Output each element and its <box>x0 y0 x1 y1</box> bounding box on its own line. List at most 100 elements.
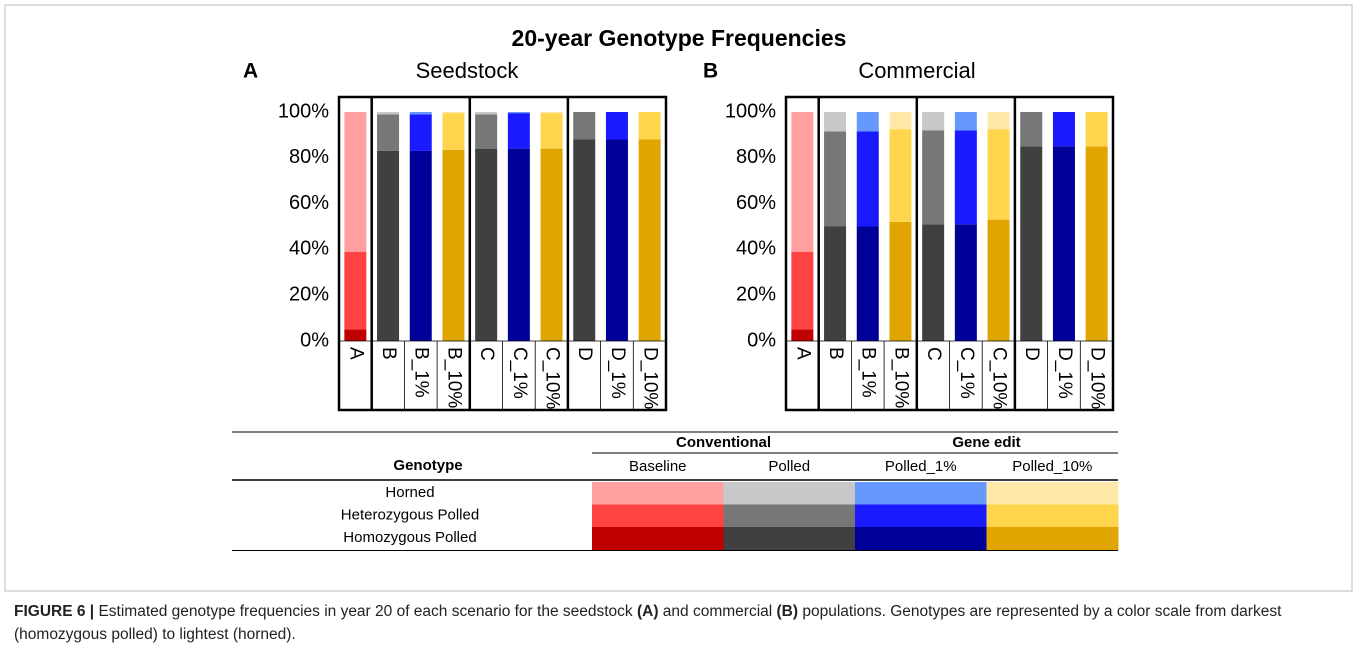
bar-segment <box>856 226 879 341</box>
color-swatch <box>592 504 724 528</box>
table-column-header: Polled <box>768 458 810 475</box>
bar-segment <box>442 149 465 341</box>
bar-segment <box>377 150 400 341</box>
chart-title: Seedstock <box>416 58 520 83</box>
bar-segment <box>638 112 661 140</box>
x-tick-label: A <box>345 347 366 360</box>
panel-letter: B <box>703 60 718 83</box>
x-tick-label: D_10% <box>1087 347 1108 409</box>
color-swatch <box>592 482 724 505</box>
x-tick-label: C_10% <box>542 347 563 409</box>
color-swatch <box>986 482 1119 505</box>
bar-segment <box>540 148 563 341</box>
x-tick-label: B <box>825 347 846 360</box>
bar-segment <box>922 112 945 131</box>
color-swatch <box>723 482 856 505</box>
color-swatch <box>855 482 987 505</box>
bar-segment <box>540 112 563 114</box>
bar-segment <box>954 224 977 341</box>
caption: FIGURE 6 | Estimated genotype frequencie… <box>14 600 1344 646</box>
bar-segment <box>987 112 1010 130</box>
bar-segment <box>1085 112 1108 147</box>
bar-segment <box>987 219 1010 341</box>
y-tick-label: 20% <box>289 283 329 305</box>
table-row-label: Horned <box>385 484 434 501</box>
y-tick-label: 100% <box>725 100 776 122</box>
y-tick-label: 40% <box>736 238 776 260</box>
bar-segment <box>889 129 912 222</box>
color-swatch <box>723 527 856 550</box>
bar-segment <box>791 251 814 330</box>
bar-segment <box>377 112 400 115</box>
color-swatch <box>855 527 987 550</box>
bar-segment <box>507 113 530 149</box>
y-tick-label: 0% <box>300 329 329 351</box>
y-tick-label: 80% <box>289 146 329 168</box>
y-tick-label: 60% <box>736 192 776 214</box>
caption-text: (B) <box>776 603 799 620</box>
bar-segment <box>475 112 498 115</box>
bar-segment <box>442 112 465 114</box>
panel-letter: A <box>243 60 258 83</box>
figure-title: 20-year Genotype Frequencies <box>512 25 847 51</box>
table-group-header: Conventional <box>676 434 771 451</box>
table-row-label: Homozygous Polled <box>343 529 476 546</box>
plot-frame <box>784 95 1115 412</box>
x-tick-label: B_1% <box>411 347 432 398</box>
bar-segment <box>889 221 912 341</box>
table-column-header: Polled_10% <box>1012 458 1092 475</box>
x-tick-label: D_1% <box>607 347 628 399</box>
caption-text: FIGURE 6 | <box>14 603 95 620</box>
figure-frame <box>4 4 1353 592</box>
color-swatch <box>986 527 1119 550</box>
bar-segment <box>1085 146 1108 341</box>
table-row-header: Genotype <box>393 457 462 474</box>
chart-title: Commercial <box>858 58 975 83</box>
caption-text: populations. Genotypes are represented b… <box>14 603 1282 643</box>
x-tick-label: C_1% <box>509 347 530 399</box>
bar-segment <box>605 112 628 140</box>
bar-segment <box>954 112 977 131</box>
bar-segment <box>922 224 945 341</box>
x-tick-label: A <box>792 347 813 360</box>
table-column-header: Polled_1% <box>885 458 957 475</box>
bar-segment <box>824 112 847 132</box>
bar-segment <box>856 112 879 132</box>
bar-segment <box>507 148 530 341</box>
y-tick-label: 0% <box>747 329 776 351</box>
bar-segment <box>442 113 465 150</box>
x-tick-label: B <box>378 347 399 360</box>
x-tick-label: D <box>574 347 595 361</box>
bar-segment <box>987 129 1010 220</box>
bar-segment <box>954 130 977 225</box>
figure: 20-year Genotype Frequencies A Seedstock 0… <box>4 4 1353 592</box>
table-row-label: Heterozygous Polled <box>341 507 479 524</box>
caption-text: (A) <box>636 603 659 620</box>
bar-segment <box>409 114 432 151</box>
bar-segment <box>1052 112 1075 147</box>
bar-segment <box>824 131 847 227</box>
caption-text: Estimated genotype frequencies in year 2… <box>94 603 637 620</box>
y-tick-label: 20% <box>736 283 776 305</box>
table-column-header: Baseline <box>629 458 687 475</box>
bar-segment <box>409 112 432 115</box>
y-tick-label: 60% <box>289 192 329 214</box>
color-swatch <box>855 504 987 528</box>
bar-segment <box>1020 146 1043 341</box>
plot-frame <box>337 95 668 412</box>
bar-segment <box>377 114 400 151</box>
bar-segment <box>638 139 661 341</box>
bar-segment <box>791 329 814 341</box>
x-tick-label: D <box>1021 347 1042 361</box>
y-tick-label: 100% <box>278 100 329 122</box>
bar-segment <box>344 112 367 252</box>
bar-segment <box>1020 112 1043 147</box>
y-tick-label: 40% <box>289 238 329 260</box>
bar-segment <box>573 112 596 140</box>
x-tick-label: C_1% <box>956 347 977 399</box>
bar-segment <box>573 139 596 341</box>
bar-segment <box>922 130 945 225</box>
x-tick-label: C_10% <box>989 347 1010 409</box>
x-tick-label: D_10% <box>640 347 661 409</box>
